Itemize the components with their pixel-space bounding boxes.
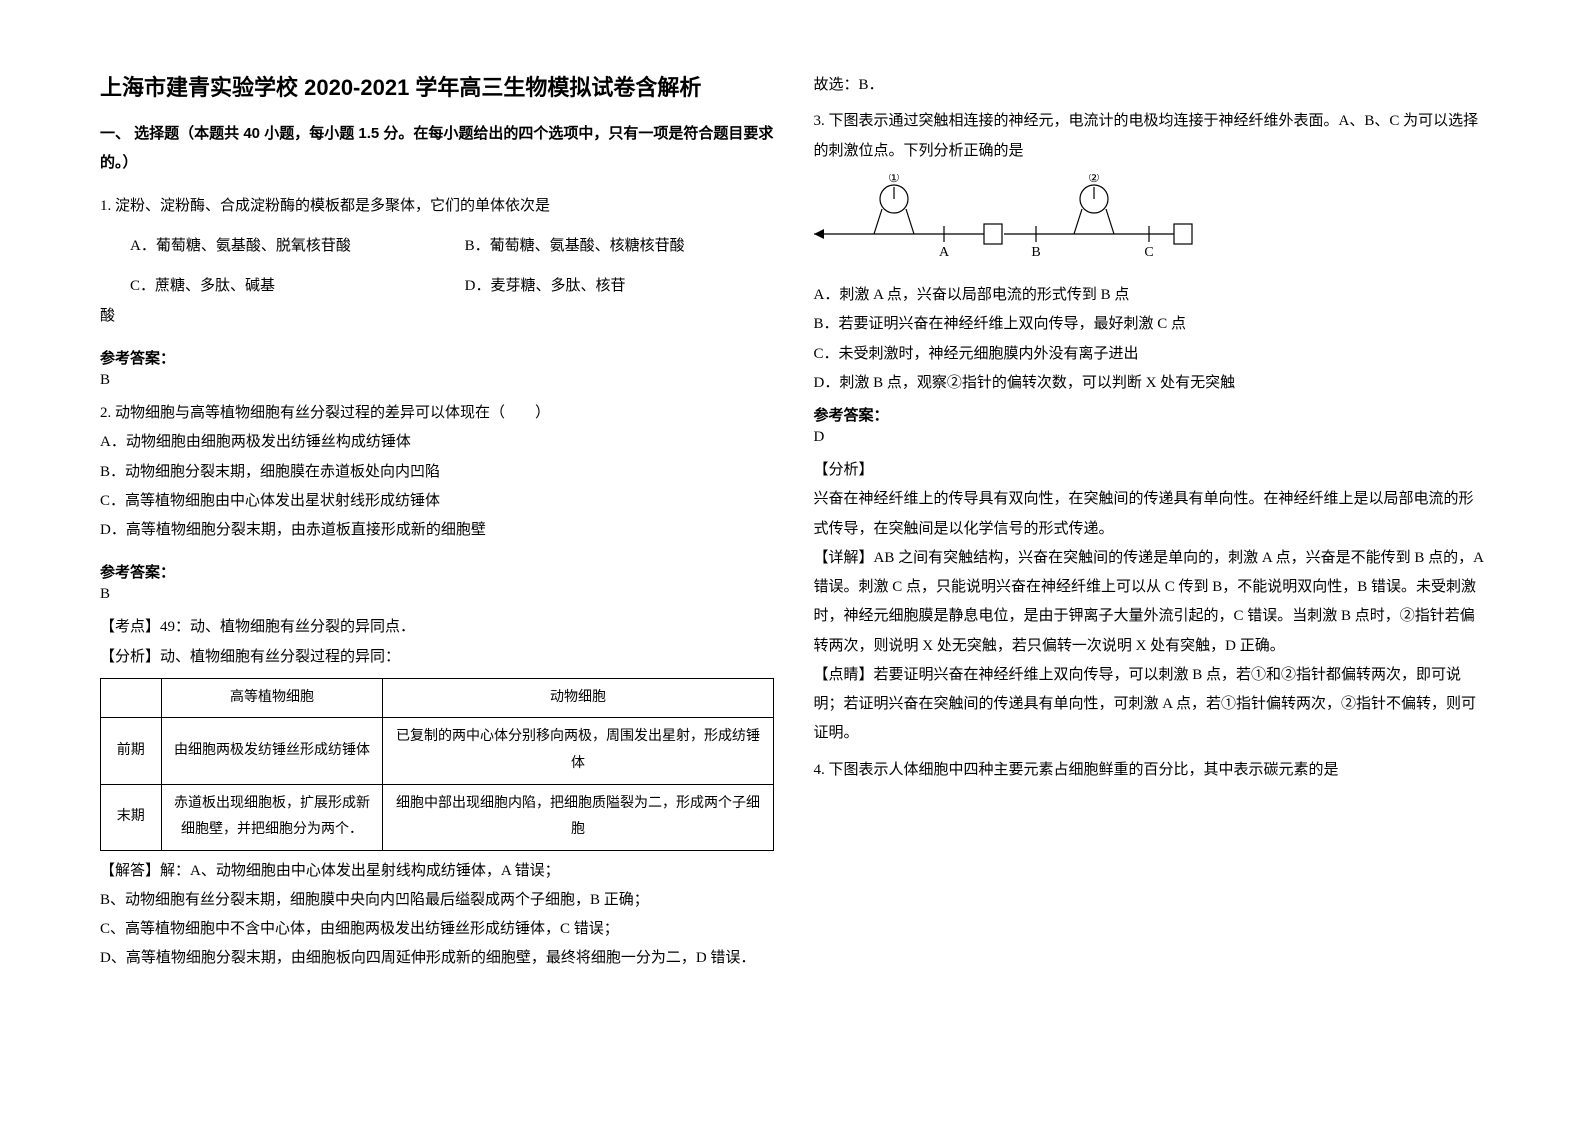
- question-2: 2. 动物细胞与高等植物细胞有丝分裂过程的差异可以体现在（ ） A．动物细胞由细…: [100, 399, 774, 545]
- table-header-row: 高等植物细胞 动物细胞: [101, 678, 774, 718]
- q3-option-b: B．若要证明兴奋在神经纤维上双向传导，最好刺激 C 点: [814, 310, 1488, 339]
- th-blank: [101, 678, 162, 718]
- q3-fenxi: 兴奋在神经纤维上的传导具有双向性，在突触间的传递具有单向性。在神经纤维上是以局部…: [814, 485, 1488, 544]
- left-column: 上海市建青实验学校 2020-2021 学年高三生物模拟试卷含解析 一、 选择题…: [100, 70, 774, 1082]
- section-1-heading: 一、 选择题（本题共 40 小题，每小题 1.5 分。在每小题给出的四个选项中，…: [100, 120, 774, 177]
- row2-plant: 赤道板出现细胞板，扩展形成新细胞壁，并把细胞分为两个．: [161, 784, 383, 850]
- point-a-label: A: [938, 245, 949, 260]
- q1-option-d: D．麦芽糖、多肽、核苷: [465, 271, 774, 301]
- q1-stem: 1. 淀粉、淀粉酶、合成淀粉酶的模板都是多聚体，它们的单体依次是: [100, 191, 774, 221]
- q3-dianjing-label: 【点睛】: [814, 667, 874, 683]
- q2-jieda-c: C、高等植物细胞中不含中心体，由细胞两极发出纺锤丝形成纺锤体，C 错误；: [100, 915, 774, 944]
- th-animal: 动物细胞: [383, 678, 773, 718]
- q2-explanation: 【考点】49：动、植物细胞有丝分裂的异同点． 【分析】动、植物细胞有丝分裂过程的…: [100, 613, 774, 672]
- q2-option-b: B．动物细胞分裂末期，细胞膜在赤道板处向内凹陷: [100, 458, 774, 487]
- q1-option-c: C．蔗糖、多肽、碱基: [130, 271, 465, 301]
- q3-dianjing: 若要证明兴奋在神经纤维上双向传导，可以刺激 B 点，若①和②指针都偏转两次，即可…: [814, 667, 1477, 742]
- q2-jieda-b: B、动物细胞有丝分裂末期，细胞膜中央向内凹陷最后缢裂成两个子细胞，B 正确；: [100, 886, 774, 915]
- q2-answer-label: 参考答案：: [100, 561, 774, 582]
- q4-stem: 4. 下图表示人体细胞中四种主要元素占细胞鲜重的百分比，其中表示碳元素的是: [814, 755, 1488, 785]
- q2-answer: B: [100, 586, 774, 603]
- q1-answer-label: 参考答案：: [100, 347, 774, 368]
- q3-fenxi-label: 【分析】: [814, 456, 1488, 485]
- th-plant: 高等植物细胞: [161, 678, 383, 718]
- q2-stem: 2. 动物细胞与高等植物细胞有丝分裂过程的差异可以体现在（ ）: [100, 399, 774, 428]
- q1-tail: 酸: [100, 301, 774, 331]
- right-column: 故选：B． 3. 下图表示通过突触相连接的神经元，电流计的电极均连接于神经纤维外…: [814, 70, 1488, 1082]
- q3-answer-label: 参考答案：: [814, 404, 1488, 425]
- q3-xiangjie-label: 【详解】: [814, 550, 874, 566]
- paper-title: 上海市建青实验学校 2020-2021 学年高三生物模拟试卷含解析: [100, 70, 774, 102]
- q3-option-a: A．刺激 A 点，兴奋以局部电流的形式传到 B 点: [814, 281, 1488, 310]
- question-1: 1. 淀粉、淀粉酶、合成淀粉酶的模板都是多聚体，它们的单体依次是 A．葡萄糖、氨…: [100, 191, 774, 331]
- point-c-label: C: [1144, 245, 1153, 260]
- meter1-label: ①: [888, 174, 900, 185]
- point-b-label: B: [1031, 245, 1040, 260]
- q3-diagram: ① ② A B C: [814, 174, 1488, 269]
- q3-answer: D: [814, 429, 1488, 446]
- q3-option-c: C．未受刺激时，神经元细胞膜内外没有离子进出: [814, 340, 1488, 369]
- q2-kaodian: 【考点】49：动、植物细胞有丝分裂的异同点．: [100, 613, 774, 642]
- q3-xiangjie: AB 之间有突触结构，兴奋在突触间的传递是单向的，刺激 A 点，兴奋是不能传到 …: [814, 550, 1484, 654]
- q2-option-d: D．高等植物细胞分裂末期，由赤道板直接形成新的细胞壁: [100, 516, 774, 545]
- meter2-label: ②: [1088, 174, 1100, 185]
- q1-option-b: B．葡萄糖、氨基酸、核糖核苷酸: [465, 231, 774, 261]
- q2-option-c: C．高等植物细胞由中心体发出星状射线形成纺锤体: [100, 487, 774, 516]
- q2-comparison-table: 高等植物细胞 动物细胞 前期 由细胞两极发纺锤丝形成纺锤体 已复制的两中心体分别…: [100, 678, 774, 851]
- q2-option-a: A．动物细胞由细胞两极发出纺锤丝构成纺锤体: [100, 428, 774, 457]
- q3-explanation: 【分析】 兴奋在神经纤维上的传导具有双向性，在突触间的传递具有单向性。在神经纤维…: [814, 456, 1488, 749]
- q3-option-d: D．刺激 B 点，观察②指针的偏转次数，可以判断 X 处有无突触: [814, 369, 1488, 398]
- q3-stem: 3. 下图表示通过突触相连接的神经元，电流计的电极均连接于神经纤维外表面。A、B…: [814, 106, 1488, 166]
- q3-options: A．刺激 A 点，兴奋以局部电流的形式传到 B 点 B．若要证明兴奋在神经纤维上…: [814, 281, 1488, 398]
- row1-phase: 前期: [101, 718, 162, 784]
- q2-fenxi: 【分析】动、植物细胞有丝分裂过程的异同：: [100, 643, 774, 672]
- row1-plant: 由细胞两极发纺锤丝形成纺锤体: [161, 718, 383, 784]
- col2-continuation: 故选：B．: [814, 70, 1488, 100]
- table-row: 末期 赤道板出现细胞板，扩展形成新细胞壁，并把细胞分为两个． 细胞中部出现细胞内…: [101, 784, 774, 850]
- neuron-diagram-svg: ① ② A B C: [814, 174, 1214, 264]
- q1-option-a: A．葡萄糖、氨基酸、脱氧核苷酸: [130, 231, 465, 261]
- row2-phase: 末期: [101, 784, 162, 850]
- row2-animal: 细胞中部出现细胞内陷，把细胞质隘裂为二，形成两个子细胞: [383, 784, 773, 850]
- q1-answer: B: [100, 372, 774, 389]
- q2-jieda: 【解答】解：A、动物细胞由中心体发出星射线构成纺锤体，A 错误； B、动物细胞有…: [100, 857, 774, 974]
- q2-jieda-a: 【解答】解：A、动物细胞由中心体发出星射线构成纺锤体，A 错误；: [100, 857, 774, 886]
- row1-animal: 已复制的两中心体分别移向两极，周围发出星射，形成纺锤体: [383, 718, 773, 784]
- table-row: 前期 由细胞两极发纺锤丝形成纺锤体 已复制的两中心体分别移向两极，周围发出星射，…: [101, 718, 774, 784]
- q2-jieda-d: D、高等植物细胞分裂末期，由细胞板向四周延伸形成新的细胞壁，最终将细胞一分为二，…: [100, 944, 774, 973]
